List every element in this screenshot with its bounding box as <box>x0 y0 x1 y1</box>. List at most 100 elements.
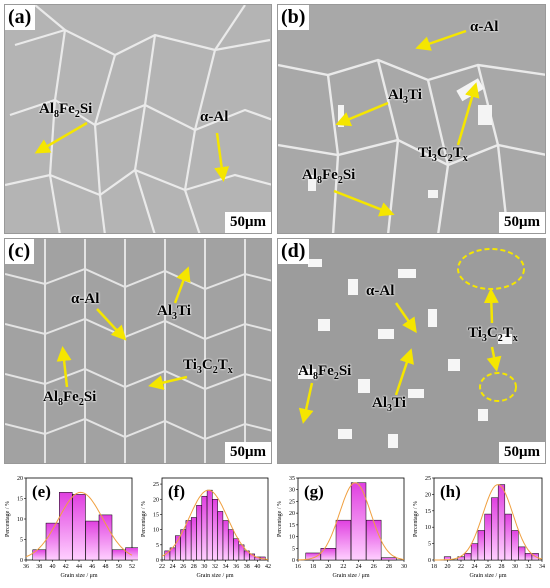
annotation-ti3c2tx-d: Ti3C2Tx <box>468 325 518 344</box>
x-tick-label: 40 <box>50 564 56 570</box>
histogram-e: 36 38 40 42 44 46 48 50 52 0 5 10 15 20 Grain size / μ… <box>2 468 139 583</box>
x-tick-label: 36 <box>233 564 239 570</box>
panel-label-a: (a) <box>5 5 36 30</box>
x-tick-label: 32 <box>212 564 218 570</box>
histogram-label-e: (e) <box>32 482 51 501</box>
y-tick-label: 5 <box>20 538 23 544</box>
histogram-bar <box>72 494 86 561</box>
annotation-alpha-al-b: α-Al <box>470 19 499 35</box>
annotation-al8fe2si-d: Al8Fe2Si <box>298 363 352 382</box>
micrograph-panel-d: (d) α-Al Ti3C2Tx Al8Fe2Si Al3Ti 50μm <box>277 238 546 464</box>
annotation-al8fe2si-b: Al8Fe2Si <box>302 167 356 186</box>
histogram-bar <box>222 520 229 561</box>
x-tick-label: 30 <box>201 564 207 570</box>
x-tick-label: 22 <box>458 564 464 570</box>
histogram-bar <box>477 530 485 561</box>
histogram-bar <box>32 549 46 561</box>
histogram-bar <box>511 530 519 561</box>
y-tick-label: 20 <box>289 511 295 517</box>
x-axis-label: Grain size / μm <box>196 573 233 579</box>
y-tick-label: 20 <box>17 476 23 482</box>
y-tick-label: 15 <box>17 497 23 503</box>
histogram-chart-e: 36 38 40 42 44 46 48 50 52 0 5 10 15 20 Grain size / μ… <box>5 476 139 579</box>
y-tick-label: 5 <box>156 543 159 549</box>
x-tick-label: 24 <box>170 564 176 570</box>
x-tick-label: 34 <box>539 564 545 570</box>
histogram-g: 16 18 20 22 24 26 28 30 0 5 10 15 20 25 30 35 Grain size… <box>274 468 410 583</box>
annotation-alpha-al-c: α-Al <box>71 291 100 307</box>
micrograph-panel-a: (a) Al8Fe2Si α-Al 50μm <box>4 4 272 234</box>
y-axis-label: Percentage / % <box>141 501 147 537</box>
y-tick-label: 10 <box>153 528 159 534</box>
x-tick-label: 32 <box>526 564 532 570</box>
histogram-bar <box>464 553 472 561</box>
y-tick-label: 20 <box>153 497 159 503</box>
histogram-chart-f: 22 24 26 28 30 32 34 36 38 40 42 0 5 10 15 20 25 Grain si… <box>141 477 271 579</box>
y-tick-label: 5 <box>428 542 431 548</box>
histogram-bar <box>185 520 192 561</box>
x-axis-label: Grain size / μm <box>469 573 506 579</box>
x-tick-label: 18 <box>310 564 316 570</box>
sem-texture-c <box>5 239 271 463</box>
y-tick-label: 30 <box>289 488 295 494</box>
histogram-bar <box>85 520 99 561</box>
histogram-bar <box>518 546 526 561</box>
y-tick-label: 0 <box>292 558 295 564</box>
y-axis-label: Percentage / % <box>413 501 419 537</box>
y-tick-label: 10 <box>17 517 23 523</box>
histogram-bar <box>491 497 499 561</box>
x-tick-label: 38 <box>244 564 250 570</box>
y-tick-label: 25 <box>289 499 295 505</box>
histogram-bar <box>470 543 479 561</box>
histogram-bar <box>206 489 213 561</box>
sem-texture-b <box>278 5 545 233</box>
histogram-label-h: (h) <box>440 482 461 501</box>
scale-bar-b: 50μm <box>499 212 545 233</box>
x-tick-label: 22 <box>340 564 346 570</box>
scale-bar-a: 50μm <box>225 212 271 233</box>
x-tick-label: 18 <box>431 564 437 570</box>
fit-curve <box>25 491 133 558</box>
histogram-bar <box>190 517 197 561</box>
histogram-bar <box>228 529 234 561</box>
x-tick-label: 48 <box>103 564 109 570</box>
y-tick-label: 25 <box>153 482 159 488</box>
x-axis-label: Grain size / μm <box>60 573 97 579</box>
micrograph-panel-b: (b) α-Al Al3Ti Ti3C2Tx Al8Fe2Si 50μm <box>277 4 546 234</box>
y-axis-label: Percentage / % <box>5 501 11 537</box>
x-tick-label: 38 <box>36 564 42 570</box>
x-tick-label: 30 <box>512 564 518 570</box>
panel-label-b: (b) <box>278 5 310 30</box>
histogram-bar <box>524 553 533 561</box>
x-tick-label: 20 <box>445 564 451 570</box>
histogram-bar <box>504 513 512 561</box>
x-tick-label: 34 <box>223 564 229 570</box>
histogram-chart-h: 18 20 22 24 26 28 30 32 34 0 5 10 15 20 25 Grain size /… <box>413 476 545 579</box>
y-axis-label: Percentage / % <box>277 501 283 537</box>
x-tick-label: 16 <box>295 564 301 570</box>
y-tick-label: 0 <box>428 558 431 564</box>
histogram-bar <box>98 514 113 561</box>
x-tick-label: 22 <box>159 564 165 570</box>
annotation-al3ti-d: Al3Ti <box>372 395 406 414</box>
histogram-bar <box>201 495 208 561</box>
histogram-bar <box>335 519 352 561</box>
y-tick-label: 10 <box>425 525 431 531</box>
x-tick-label: 50 <box>116 564 122 570</box>
sem-texture-a <box>5 5 271 233</box>
panel-label-d: (d) <box>278 239 310 264</box>
histogram-bar <box>366 519 382 561</box>
histogram-bar <box>196 505 202 561</box>
histogram-bar <box>112 549 126 561</box>
fit-curve <box>161 489 269 560</box>
histogram-f: 22 24 26 28 30 32 34 36 38 40 42 0 5 10 15 20 25 Grain si… <box>138 468 274 583</box>
y-tick-label: 0 <box>156 558 159 564</box>
y-tick-label: 5 <box>292 546 295 552</box>
x-tick-label: 40 <box>254 564 260 570</box>
annotation-alpha-al-d: α-Al <box>366 283 395 299</box>
sem-texture-d <box>278 239 545 463</box>
histogram-bar <box>497 484 506 561</box>
x-tick-label: 26 <box>371 564 377 570</box>
histogram-bar <box>233 538 240 561</box>
y-tick-label: 15 <box>289 523 295 529</box>
